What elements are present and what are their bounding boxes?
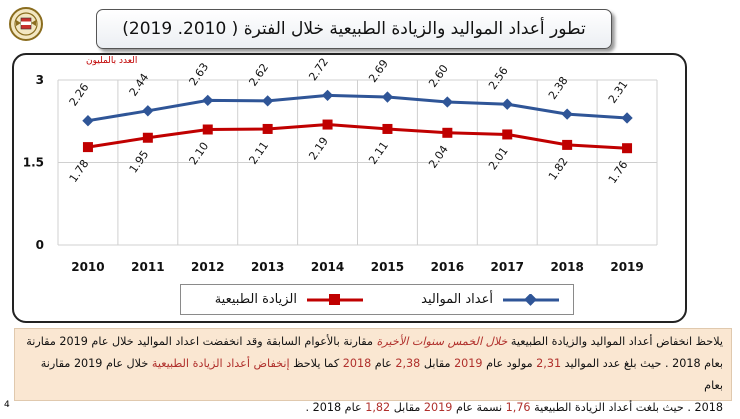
marker-increase [82,142,93,153]
marker-increase [142,132,153,143]
marker-increase [502,129,513,140]
data-label-increase: 2.19 [306,135,331,163]
legend-label-increase: الزيادة الطبيعية [214,292,297,307]
marker-increase [442,127,453,138]
legend: أعداد المواليد الزيادة الطبيعية [180,284,574,315]
marker-births [561,108,573,120]
legend-marker-increase [307,293,363,305]
data-label-increase: 1.95 [127,148,152,176]
data-label-births: 2.62 [246,61,271,89]
emblem-logo [8,6,44,42]
page-number: 4 [4,400,10,410]
data-label-births: 2.44 [127,71,152,99]
line-chart: العدد بالمليون 0 1.5 3 2010 2011 2012 2013 2014… [23,56,658,274]
y-tick-label: 0 [36,238,44,252]
data-label-increase: 1.82 [546,155,571,183]
x-tick-label: 2012 [191,260,224,274]
marker-births [202,94,214,107]
marker-births [441,96,454,108]
legend-item-births: أعداد المواليد [421,292,561,307]
data-label-births: 2.31 [606,78,631,106]
legend-marker-births [503,293,559,306]
note-line-3: 2018 . حيث بلغت أعداد الزيادة الطبيعية 1… [305,401,723,414]
marker-births [501,98,513,110]
marker-births [621,112,633,124]
unit-label: العدد بالمليون [86,56,137,66]
x-tick-label: 2015 [371,260,404,274]
marker-births [261,95,274,107]
note-line-2: بعام 2018 . حيث بلغ عدد المواليد 2,31 مو… [40,357,723,392]
marker-births [142,105,154,117]
title-box: تطور أعداد المواليد والزيادة الطبيعية خل… [96,9,612,49]
x-tick-label: 2017 [491,260,524,274]
x-tick-label: 2019 [610,260,643,274]
note-line-1: يلاحظ انخفاض أعداد المواليد والزيادة الط… [26,335,723,348]
data-label-births: 2.72 [306,56,331,84]
data-label-increase: 2.01 [486,145,511,173]
series-line-births [87,93,628,123]
marker-increase [622,143,633,154]
marker-increase [202,124,213,135]
legend-item-increase: الزيادة الطبيعية [215,292,365,307]
data-label-births: 2.26 [67,81,92,109]
x-tick-label: 2011 [131,260,164,274]
legend-label-births: أعداد المواليد [421,292,493,307]
data-label-births: 2.69 [366,57,391,85]
x-tick-label: 2013 [251,260,284,274]
marker-births [381,91,394,103]
series-line-increase [87,123,628,150]
analysis-note: يلاحظ انخفاض أعداد المواليد والزيادة الط… [14,328,732,414]
data-label-increase: 2.10 [187,140,212,168]
data-label-births: 2.60 [426,62,451,90]
data-label-increase: 2.04 [426,143,451,171]
marker-increase [322,119,333,130]
marker-births [82,115,94,127]
chart-frame [12,53,687,323]
y-tick-label: 1.5 [23,156,44,170]
marker-increase [562,139,573,150]
marker-births [321,89,334,102]
marker-increase [262,123,273,134]
x-tick-label: 2018 [550,260,583,274]
data-label-births: 2.63 [187,61,212,89]
data-label-births: 2.38 [546,74,571,102]
data-label-births: 2.56 [486,64,511,92]
y-tick-label: 3 [36,73,44,87]
x-tick-label: 2010 [71,260,104,274]
x-tick-label: 2014 [311,260,344,274]
x-tick-label: 2016 [431,260,464,274]
marker-increase [382,123,393,134]
data-label-increase: 1.78 [67,157,92,185]
page-title: تطور أعداد المواليد والزيادة الطبيعية خل… [122,19,586,39]
